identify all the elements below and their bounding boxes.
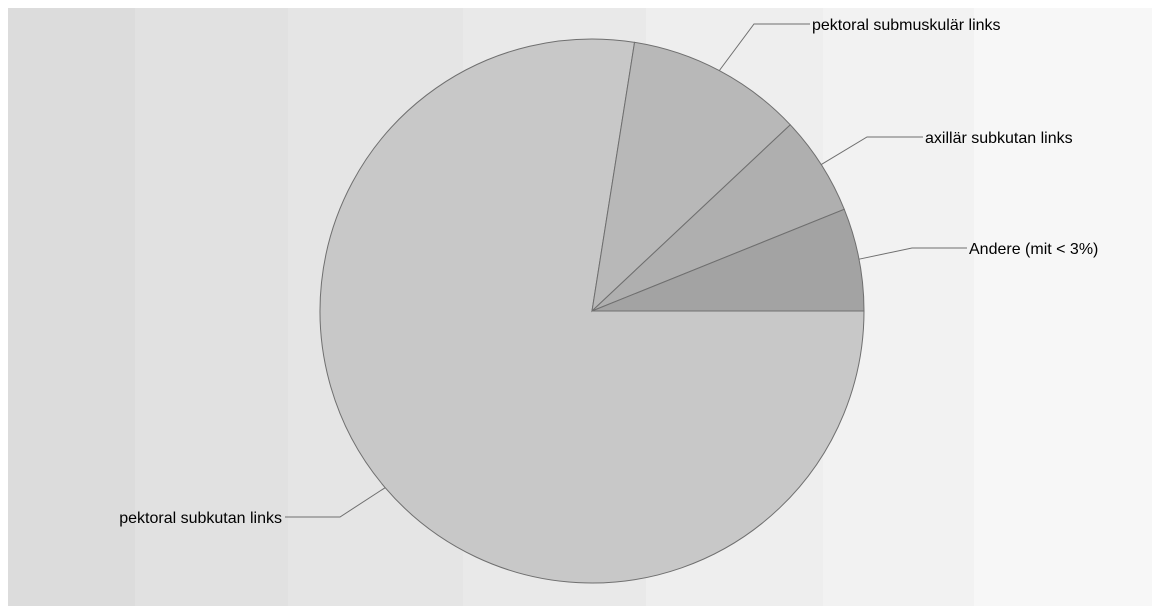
pie-slices [319, 38, 865, 584]
pie-labels: pektoral subkutan links pektoral submusku… [119, 17, 1098, 527]
leader-line [858, 247, 967, 260]
pie-slice [591, 41, 791, 313]
background-band [8, 8, 135, 606]
leader-line [718, 23, 810, 71]
slice-label: axillär subkutan links [925, 130, 1073, 147]
slice-label: pektoral subkutan links [119, 510, 282, 527]
leader-line [820, 136, 923, 165]
background-band [135, 8, 288, 606]
slice-label: pektoral submuskulär links [812, 17, 1001, 34]
leader-line [285, 487, 386, 518]
pie-slice [319, 38, 865, 584]
background-band [974, 8, 1152, 606]
slice-label: Andere (mit < 3%) [969, 241, 1098, 258]
